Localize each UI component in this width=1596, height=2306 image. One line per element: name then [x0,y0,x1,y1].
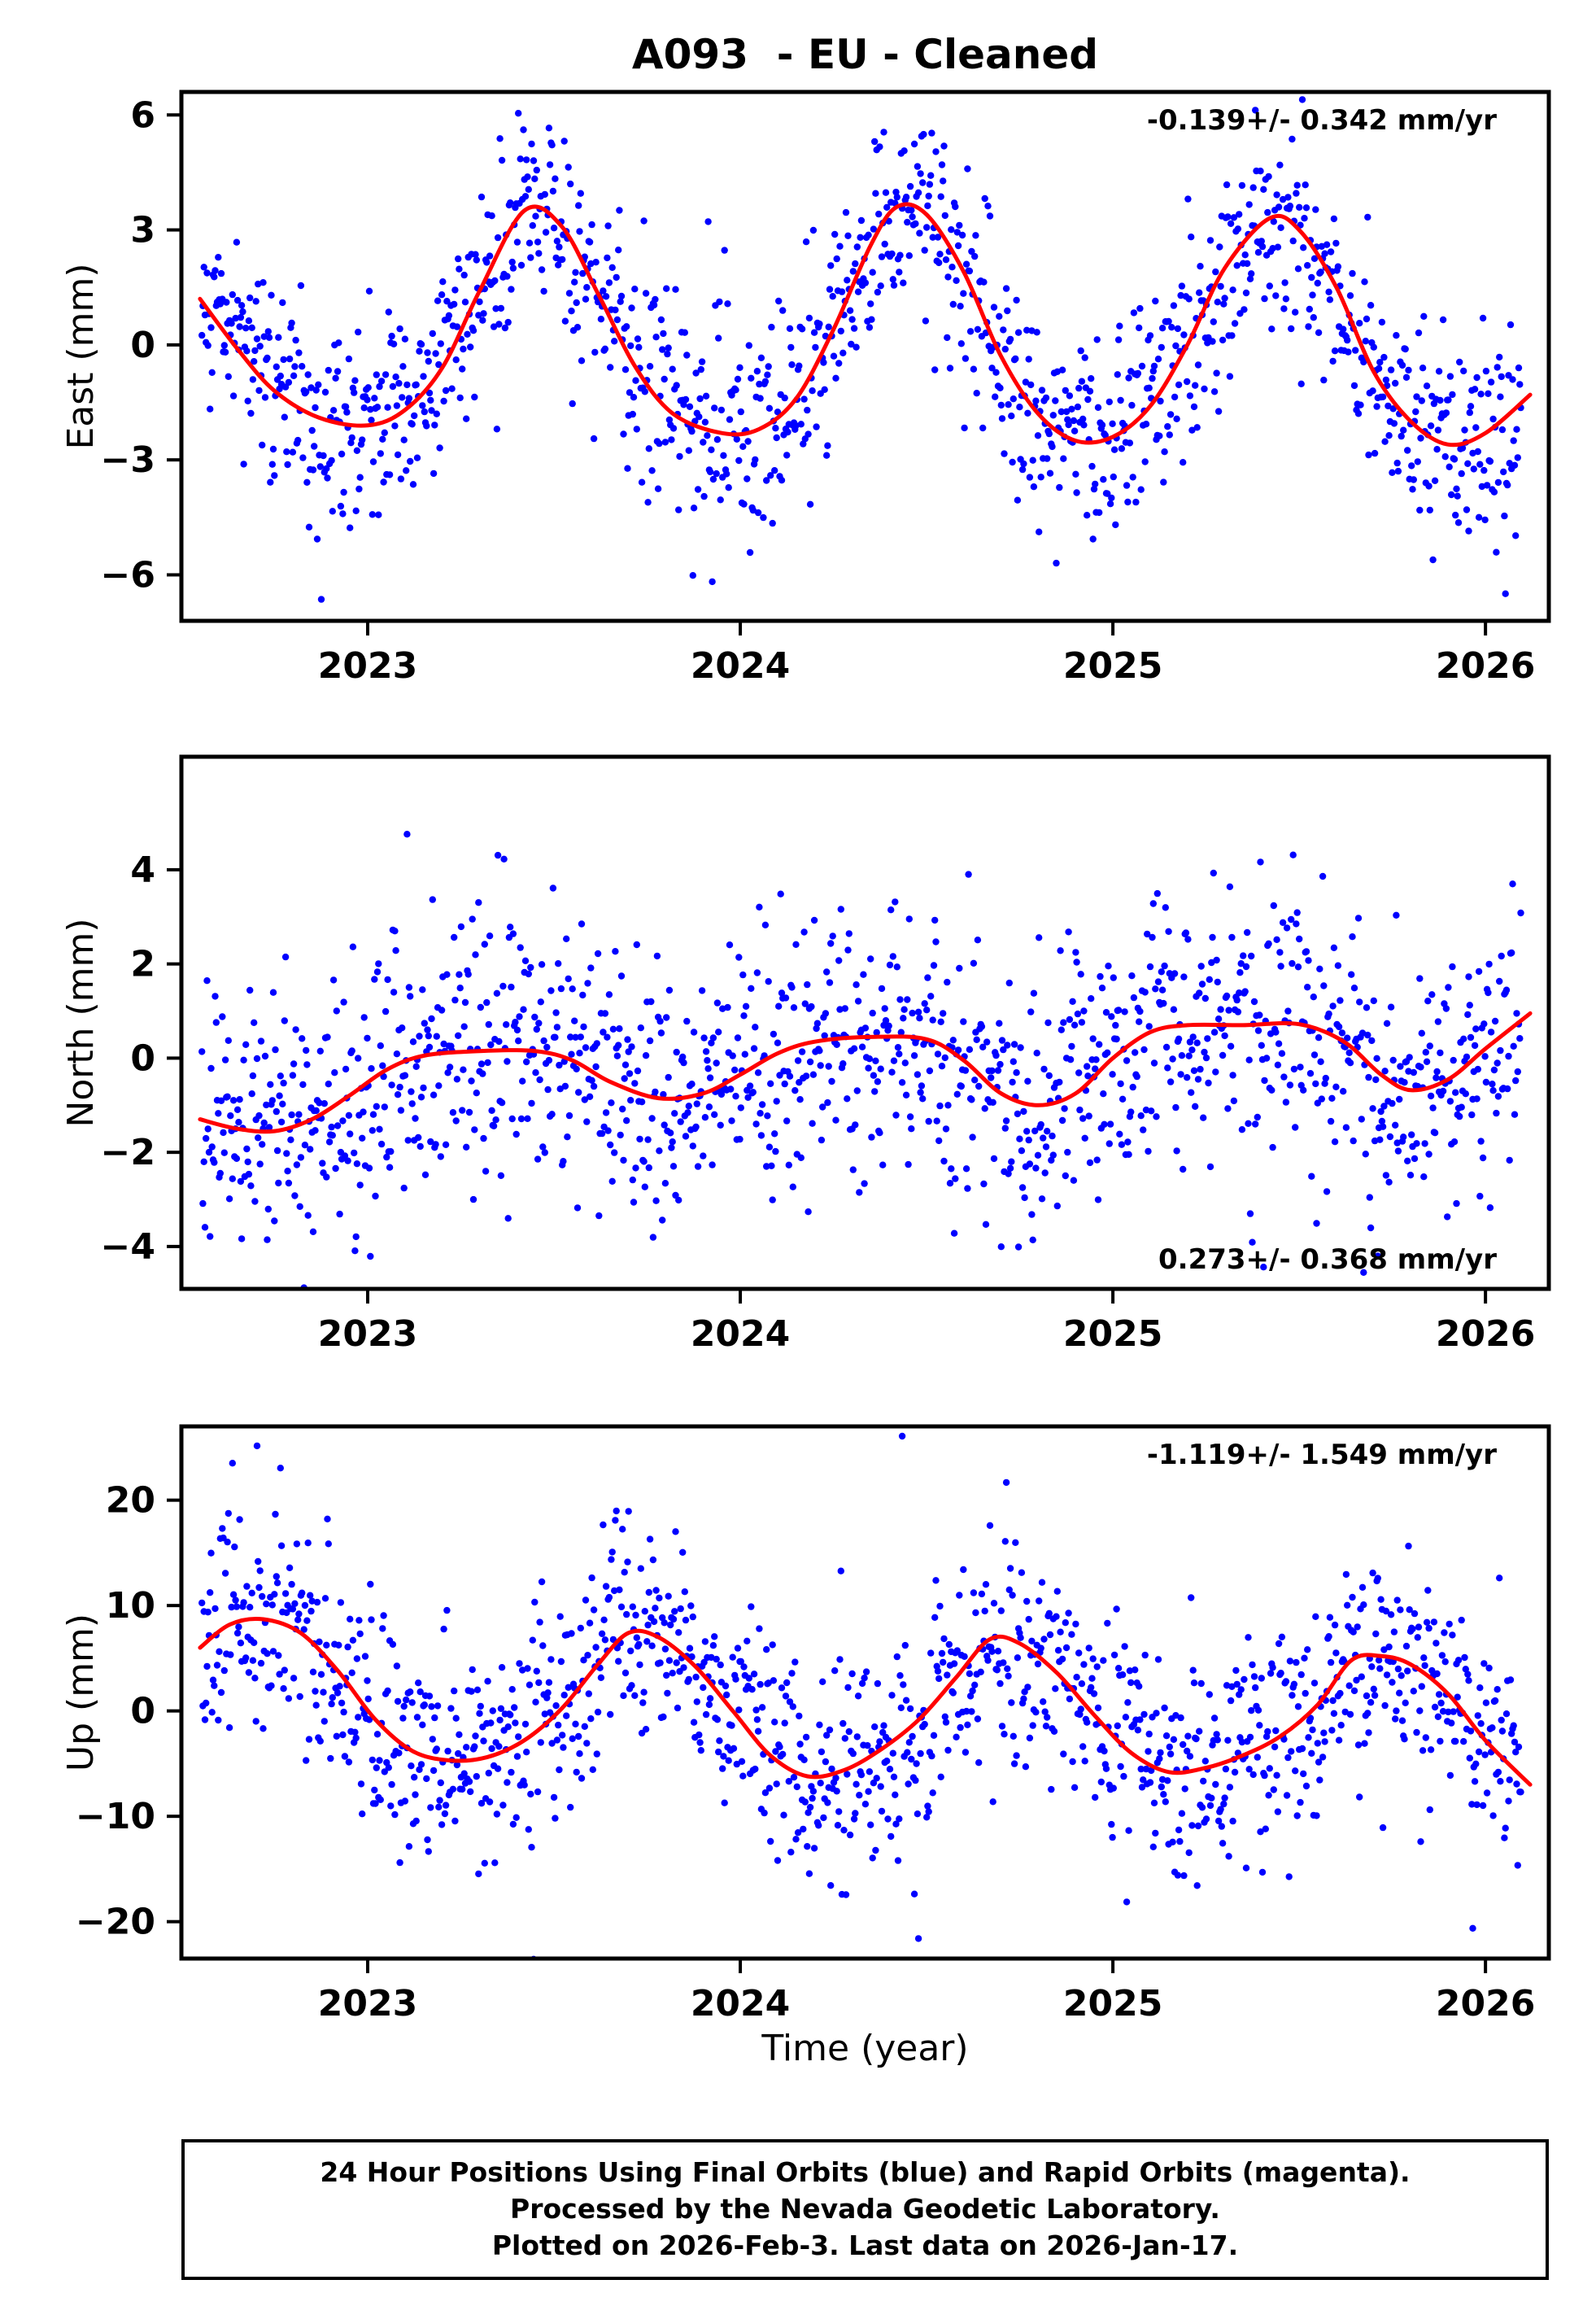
scatter-points-up [198,1426,1524,1959]
y-axis-label-east: East (mm) [60,263,102,450]
axis-tick-labels-east: 2023 2024 2025 2026 −6 −3 0 3 6 [101,94,1536,687]
svg-text:−20: −20 [76,1902,155,1943]
scatter-points-north [198,830,1524,1289]
svg-text:2025: 2025 [1063,1983,1162,2024]
fit-line-east [198,202,1533,448]
svg-text:2026: 2026 [1436,645,1535,687]
svg-text:2023: 2023 [318,1313,417,1355]
svg-text:2024: 2024 [691,645,790,687]
svg-text:2025: 2025 [1063,645,1162,687]
svg-text:−10: −10 [76,1796,155,1837]
svg-text:6: 6 [130,94,155,136]
panel-frame-up [179,1424,1551,1961]
panel-frame-north [179,754,1551,1291]
svg-text:2026: 2026 [1436,1983,1535,2024]
svg-text:−6: −6 [101,554,155,596]
chart-title: A093 - EU - Cleaned [631,31,1099,78]
svg-text:−4: −4 [101,1226,155,1268]
rate-annotation-up: -1.119+/- 1.549 mm/yr [1146,1439,1497,1471]
svg-text:−2: −2 [101,1132,155,1173]
y-axis-label-north: North (mm) [60,918,102,1128]
panel-frame-east [179,90,1551,623]
axis-ticks-east [167,113,1488,635]
axis-ticks-up [167,1498,1488,1973]
svg-text:0: 0 [130,325,155,366]
svg-text:20: 20 [106,1480,155,1522]
axis-tick-labels-up: 2023 2024 2025 2026 −20 −10 0 10 20 [76,1480,1535,2024]
svg-text:2024: 2024 [691,1983,790,2024]
svg-text:2024: 2024 [691,1313,790,1355]
rate-annotation-east: -0.139+/- 0.342 mm/yr [1146,104,1497,137]
rate-annotation-north: 0.273+/- 0.368 mm/yr [1158,1243,1497,1276]
footer-line-3: Plotted on 2026-Feb-3. Last data on 2026… [491,2230,1239,2261]
svg-text:3: 3 [130,210,155,251]
svg-text:2023: 2023 [318,645,417,687]
x-axis-label: Time (year) [761,2028,969,2069]
svg-text:10: 10 [106,1585,155,1627]
footer-box: 24 Hour Positions Using Final Orbits (bl… [181,2139,1549,2280]
axis-ticks-north [167,867,1488,1304]
fit-line-up [198,1616,1533,1787]
svg-text:2023: 2023 [318,1983,417,2024]
svg-text:−3: −3 [101,439,155,481]
svg-text:4: 4 [130,849,155,891]
footer-line-1: 24 Hour Positions Using Final Orbits (bl… [320,2156,1411,2188]
svg-text:2: 2 [130,944,155,985]
footer-line-2: Processed by the Nevada Geodetic Laborat… [510,2193,1220,2225]
axis-tick-labels-north: 2023 2024 2025 2026 −4 −2 0 2 4 [101,849,1536,1355]
svg-text:2025: 2025 [1063,1313,1162,1355]
svg-text:0: 0 [130,1691,155,1732]
svg-text:0: 0 [130,1037,155,1079]
fit-line-north [198,1011,1533,1134]
svg-text:2026: 2026 [1436,1313,1535,1355]
y-axis-label-up: Up (mm) [60,1613,102,1772]
